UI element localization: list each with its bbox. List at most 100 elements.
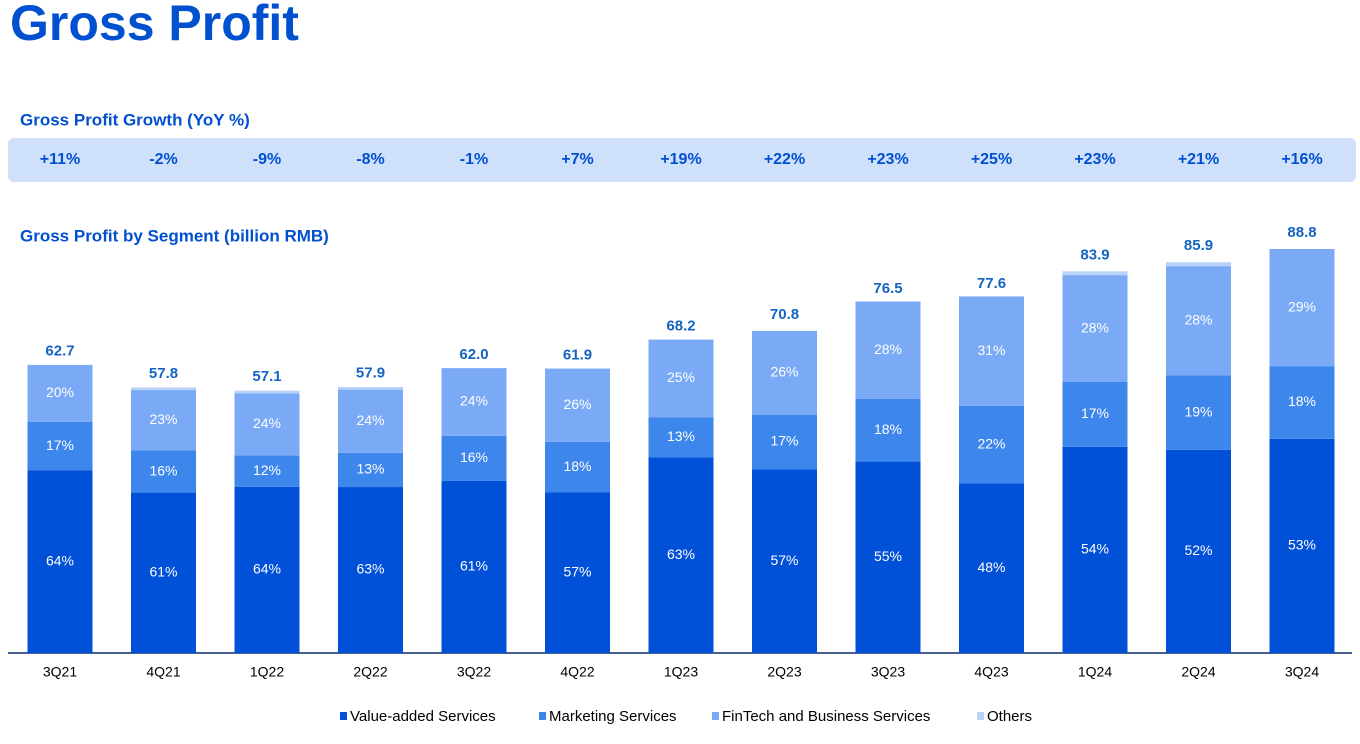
legend-swatch: [340, 712, 347, 720]
segment-label: 18%: [563, 458, 591, 474]
segment-label: 52%: [1184, 542, 1212, 558]
slide-title: Gross Profit: [10, 0, 299, 51]
bar-segment: [441, 435, 507, 481]
bar-segment: [855, 301, 921, 399]
x-tick-label: 2Q24: [1181, 664, 1215, 680]
segment-label: 31%: [977, 342, 1005, 358]
bar-segment: [234, 393, 300, 456]
growth-label: +16%: [1281, 151, 1322, 168]
bar-segment: [1269, 366, 1335, 439]
bar-segment: [855, 398, 921, 462]
total-label: 77.6: [977, 275, 1006, 292]
bar-segment: [338, 452, 403, 488]
growth-label: +11%: [40, 151, 80, 168]
segment-label: 24%: [460, 393, 488, 409]
segment-label: 25%: [667, 369, 695, 385]
bar-segment: [234, 455, 300, 487]
total-label: 57.8: [149, 365, 178, 382]
bar-segment: [752, 330, 817, 415]
legend-swatch: [712, 712, 719, 720]
growth-label: -2%: [149, 151, 177, 168]
segment-label: 54%: [1081, 541, 1109, 557]
growth-label: +25%: [971, 151, 1012, 168]
legend-label: Marketing Services: [549, 708, 677, 725]
bar-segment: [752, 414, 817, 470]
x-tick-label: 4Q23: [974, 664, 1008, 680]
x-tick-label: 4Q22: [560, 664, 594, 680]
growth-label: -8%: [356, 151, 384, 168]
segment-label: 64%: [253, 561, 281, 577]
segment-label: 29%: [1288, 298, 1316, 314]
growth-label: +7%: [561, 151, 593, 168]
bar-segment: [648, 417, 714, 458]
segment-label: 61%: [460, 558, 488, 574]
bar-segment: [545, 441, 610, 493]
bar-segment: [545, 492, 610, 653]
segment-label: 12%: [253, 462, 281, 478]
x-tick-label: 2Q23: [767, 664, 801, 680]
bar-segment: [1269, 249, 1335, 367]
bar-segment: [1166, 262, 1231, 267]
x-tick-label: 3Q23: [871, 664, 905, 680]
total-label: 85.9: [1184, 237, 1213, 254]
total-label: 83.9: [1080, 246, 1109, 263]
bar-segment: [1166, 449, 1231, 653]
bar-segment: [1166, 375, 1231, 450]
x-tick-label: 1Q24: [1078, 664, 1112, 680]
x-tick-label: 3Q24: [1285, 664, 1319, 680]
total-label: 68.2: [666, 318, 695, 335]
segment-label: 13%: [356, 461, 384, 477]
bar-segment: [959, 296, 1024, 406]
x-tick-label: 1Q22: [250, 664, 284, 680]
growth-band: [8, 138, 1356, 182]
segment-label: 28%: [1081, 319, 1109, 335]
x-tick-label: 1Q23: [664, 664, 698, 680]
segment-label: 28%: [874, 341, 902, 357]
segment-label: 18%: [874, 421, 902, 437]
growth-label: +22%: [764, 151, 805, 168]
segment-label: 26%: [563, 396, 591, 412]
segment-label: 55%: [874, 548, 902, 564]
bar-segment: [131, 450, 196, 493]
bar-segment: [1062, 381, 1128, 447]
segment-label: 57%: [770, 552, 798, 568]
bar-segment: [1062, 275, 1128, 382]
legend-swatch: [977, 712, 984, 720]
segment-label: 17%: [1081, 405, 1109, 421]
total-label: 76.5: [873, 280, 902, 297]
x-tick-label: 4Q21: [146, 664, 180, 680]
bar-segment: [1062, 271, 1128, 276]
total-label: 70.8: [770, 306, 799, 323]
segment-label: 22%: [977, 435, 1005, 451]
segment-label: 13%: [667, 428, 695, 444]
bar-segment: [27, 421, 93, 471]
bar-segment: [131, 492, 196, 653]
legend-swatch: [539, 712, 546, 720]
total-label: 57.9: [356, 365, 385, 382]
segment-label: 24%: [356, 412, 384, 428]
segment-label: 18%: [1288, 393, 1316, 409]
bar-segment: [959, 405, 1024, 484]
chart-title: Gross Profit by Segment (billion RMB): [20, 226, 329, 245]
x-tick-label: 2Q22: [353, 664, 387, 680]
bar-segment: [338, 386, 403, 390]
segment-label: 63%: [667, 546, 695, 562]
legend-label: Value-added Services: [350, 708, 496, 725]
segment-label: 61%: [149, 563, 177, 579]
growth-label: -1%: [460, 151, 488, 168]
bar-segment: [441, 480, 507, 653]
segment-label: 28%: [1184, 312, 1212, 328]
segment-label: 17%: [46, 437, 74, 453]
segment-label: 20%: [46, 384, 74, 400]
growth-label: +23%: [867, 151, 908, 168]
bar-segment: [648, 339, 714, 418]
total-label: 61.9: [563, 346, 592, 363]
legend-label: Others: [987, 708, 1032, 725]
bar-segment: [131, 390, 196, 451]
bar-segment: [1269, 438, 1335, 653]
total-label: 62.7: [45, 343, 74, 360]
bar-segment: [1166, 266, 1231, 376]
segment-label: 57%: [563, 563, 591, 579]
bar-segment: [959, 483, 1024, 653]
